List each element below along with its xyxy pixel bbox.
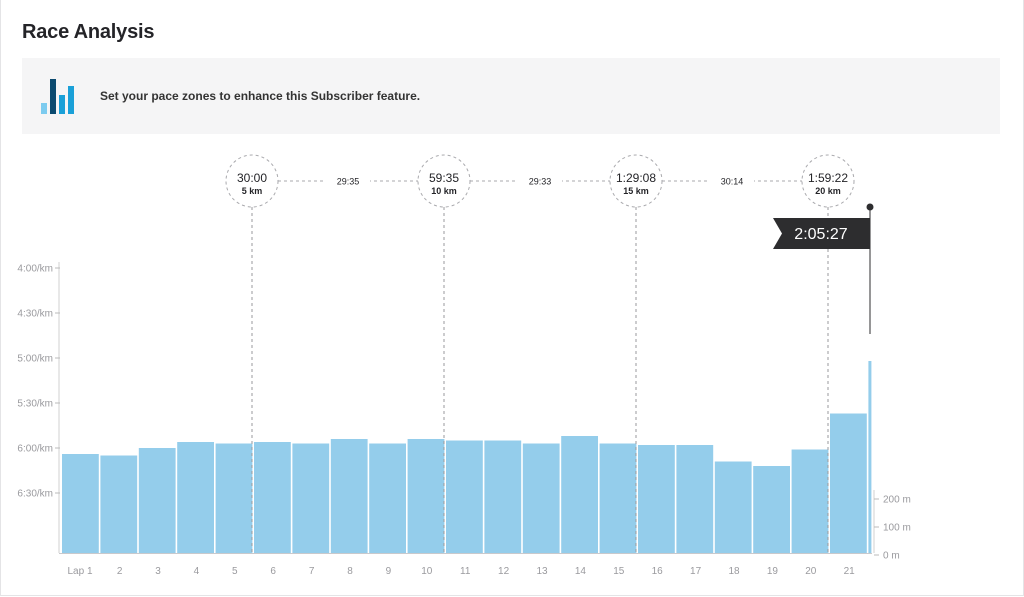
lap-bar <box>446 440 483 553</box>
pace-tick-label: 6:00/km <box>17 444 53 455</box>
lap-bar <box>561 436 598 553</box>
split-time: 1:29:08 <box>616 171 656 185</box>
lap-bar <box>638 445 675 553</box>
pace-tick-label: 5:30/km <box>17 399 53 410</box>
lap-bar <box>599 443 637 553</box>
split-time: 1:59:22 <box>808 171 848 185</box>
lap-bar <box>100 455 138 553</box>
split-distance: 10 km <box>431 186 457 196</box>
lap-tick-label: 7 <box>309 566 315 577</box>
segment-time: 30:14 <box>721 177 744 187</box>
split-distance: 20 km <box>815 186 841 196</box>
lap-tick-label: 8 <box>347 566 353 577</box>
pace-tick-label: 4:30/km <box>17 309 53 320</box>
lap-bar <box>868 361 872 553</box>
banner-message: Set your pace zones to enhance this Subs… <box>100 89 421 103</box>
lap-tick-label: 21 <box>844 566 856 577</box>
lap-bar <box>215 443 253 553</box>
lap-tick-label: 6 <box>270 566 276 577</box>
split-time: 59:35 <box>429 171 459 185</box>
finish-flag-top-dot <box>866 203 874 211</box>
elevation-tick-label: 0 m <box>883 551 900 562</box>
lap-bar <box>292 443 330 553</box>
subscriber-banner[interactable]: Set your pace zones to enhance this Subs… <box>22 58 1000 134</box>
lap-bar <box>62 454 99 553</box>
lap-bar <box>407 439 445 553</box>
segment-time: 29:35 <box>337 177 360 187</box>
split-time: 30:00 <box>237 171 267 185</box>
lap-bar <box>330 439 368 553</box>
lap-bar <box>484 440 522 553</box>
lap-bar <box>254 442 291 553</box>
split-marker <box>801 154 855 208</box>
lap-tick-label: 5 <box>232 566 238 577</box>
lap-tick-label: 4 <box>194 566 200 577</box>
finish-flag <box>773 218 870 249</box>
lap-tick-label: 17 <box>690 566 702 577</box>
lap-tick-label: 13 <box>536 566 548 577</box>
segment-label-bg <box>710 173 754 189</box>
pace-tick-label: 6:30/km <box>17 489 53 500</box>
lap-tick-label: 15 <box>613 566 625 577</box>
race-analysis-chart[interactable]: 4:00/km 4:30/km 5:00/km 5:30/km 6:00/km 6:30/… <box>0 140 1024 595</box>
lap-bar <box>676 445 714 553</box>
finish-time: 2:05:27 <box>794 226 847 243</box>
lap-tick-label: 9 <box>386 566 392 577</box>
lap-tick-label: 16 <box>652 566 664 577</box>
segment-label-bg <box>518 173 562 189</box>
lap-tick-label: Lap 1 <box>67 566 92 577</box>
lap-tick-label: 10 <box>421 566 433 577</box>
lap-tick-label: 12 <box>498 566 510 577</box>
lap-tick-label: 18 <box>728 566 740 577</box>
elevation-tick-label: 100 m <box>883 523 911 534</box>
lap-tick-label: 11 <box>460 566 471 577</box>
elevation-tick-label: 200 m <box>883 495 911 506</box>
lap-tick-label: 19 <box>767 566 779 577</box>
lap-bar <box>522 443 560 553</box>
lap-bar <box>791 449 829 553</box>
split-distance: 5 km <box>242 186 263 196</box>
lap-bar <box>753 466 790 553</box>
page-title: Race Analysis <box>22 21 155 43</box>
lap-tick-label: 2 <box>117 566 123 577</box>
pace-tick-label: 5:00/km <box>17 354 53 365</box>
lap-bar <box>177 442 214 553</box>
segment-time: 29:33 <box>529 177 552 187</box>
lap-bar <box>830 413 867 553</box>
pace-tick-label: 4:00/km <box>17 264 53 275</box>
split-distance: 15 km <box>623 186 649 196</box>
lap-bar <box>369 443 406 553</box>
lap-tick-label: 20 <box>805 566 817 577</box>
lap-tick-label: 3 <box>155 566 161 577</box>
lap-bar <box>714 461 752 553</box>
bar-chart-icon <box>41 79 74 114</box>
segment-label-bg <box>326 173 370 189</box>
lap-tick-label: 14 <box>575 566 587 577</box>
lap-bar <box>138 448 176 553</box>
